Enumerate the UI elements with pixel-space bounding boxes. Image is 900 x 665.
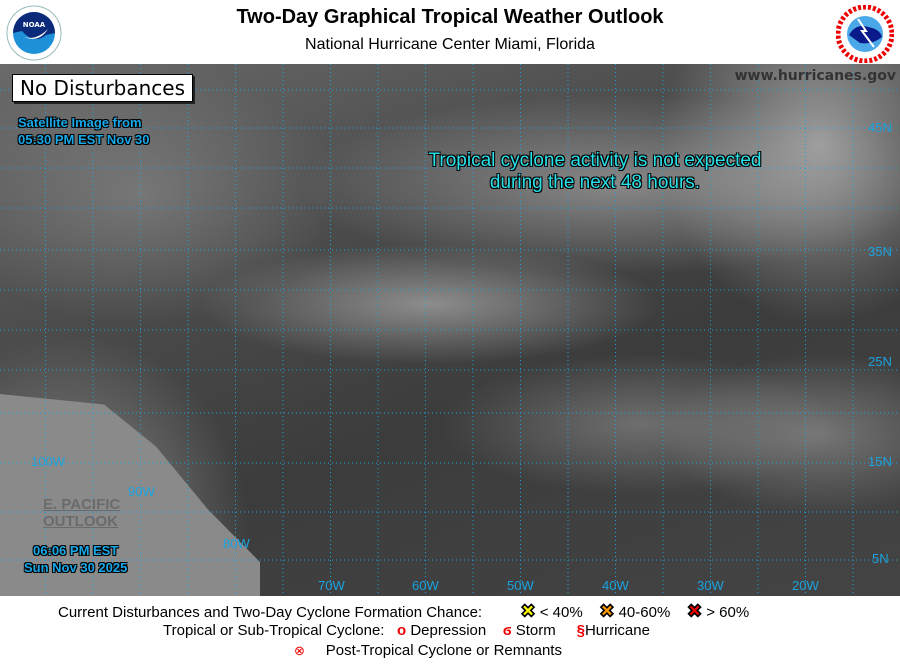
noaa-logo: NOAA — [6, 5, 62, 61]
lat-label: 45N — [868, 120, 892, 135]
storm-icon: ϭ — [502, 622, 512, 639]
lat-label: 35N — [868, 244, 892, 259]
issue-time: 06:06 PM EST — [33, 543, 119, 558]
lon-label: 40W — [602, 578, 629, 593]
satellite-map[interactable]: 45N 35N 25N 15N 5N 100W 90W 80W 70W 60W … — [0, 64, 900, 596]
post-tropical-icon: ⊗ — [294, 643, 305, 658]
low-chance-label: < 40% — [539, 604, 583, 621]
svg-text:NOAA: NOAA — [23, 21, 46, 29]
post-tropical-label: Post-Tropical Cyclone or Remnants — [325, 642, 562, 659]
issue-timestamp: 06:06 PM EST Sun Nov 30 2025 — [24, 542, 127, 576]
nws-logo — [836, 5, 894, 63]
epac-outlook-link[interactable]: E. PACIFIC OUTLOOK — [43, 496, 120, 530]
hurricane-icon: § — [576, 622, 585, 639]
lon-label: 50W — [507, 578, 534, 593]
lat-label: 25N — [868, 354, 892, 369]
website-watermark: www.hurricanes.gov — [734, 68, 896, 84]
outlook-message-line2: during the next 48 hours. — [489, 172, 701, 193]
outlook-message-line1: Tropical cyclone activity is not expecte… — [428, 150, 762, 171]
depression-label: Depression — [410, 622, 487, 639]
lon-label: 90W — [128, 484, 155, 499]
medium-chance-x-icon: ✖ — [599, 601, 615, 622]
lon-label: 80W — [223, 536, 250, 551]
storm-label: Storm — [515, 622, 556, 639]
low-chance-x-icon: ✖ — [520, 601, 536, 622]
high-chance-label: > 60% — [706, 604, 750, 621]
formation-chance-label: Current Disturbances and Two-Day Cyclone… — [58, 604, 483, 621]
satellite-time-line1: Satellite Image from — [18, 115, 142, 130]
lat-lon-grid — [0, 64, 900, 596]
lon-label: 20W — [792, 578, 819, 593]
depression-icon: o — [397, 622, 407, 639]
page-subtitle: National Hurricane Center Miami, Florida — [305, 36, 595, 53]
medium-chance-label: 40-60% — [618, 604, 671, 621]
lon-label: 70W — [318, 578, 345, 593]
high-chance-x-icon: ✖ — [686, 601, 703, 622]
page-title: Two-Day Graphical Tropical Weather Outlo… — [236, 6, 664, 28]
lon-label: 60W — [412, 578, 439, 593]
header: NOAA Two-Day Graphical Tropical Weather … — [0, 0, 900, 64]
cyclone-label: Tropical or Sub-Tropical Cyclone: — [163, 622, 385, 639]
satellite-time: Satellite Image from 05:30 PM EST Nov 30 — [18, 114, 150, 148]
epac-line2: OUTLOOK — [43, 513, 118, 530]
lat-label: 5N — [872, 551, 889, 566]
issue-date: Sun Nov 30 2025 — [24, 560, 128, 575]
legend: Current Disturbances and Two-Day Cyclone… — [0, 596, 900, 665]
lon-label: 100W — [31, 454, 65, 469]
no-disturbances-box: No Disturbances — [12, 74, 194, 102]
lon-label: 30W — [697, 578, 724, 593]
outlook-message: Tropical cyclone activity is not expecte… — [380, 150, 810, 194]
lat-label: 15N — [868, 454, 892, 469]
satellite-time-line2: 05:30 PM EST Nov 30 — [18, 132, 150, 147]
hurricane-label: Hurricane — [584, 622, 650, 639]
epac-line1: E. PACIFIC — [43, 496, 121, 513]
